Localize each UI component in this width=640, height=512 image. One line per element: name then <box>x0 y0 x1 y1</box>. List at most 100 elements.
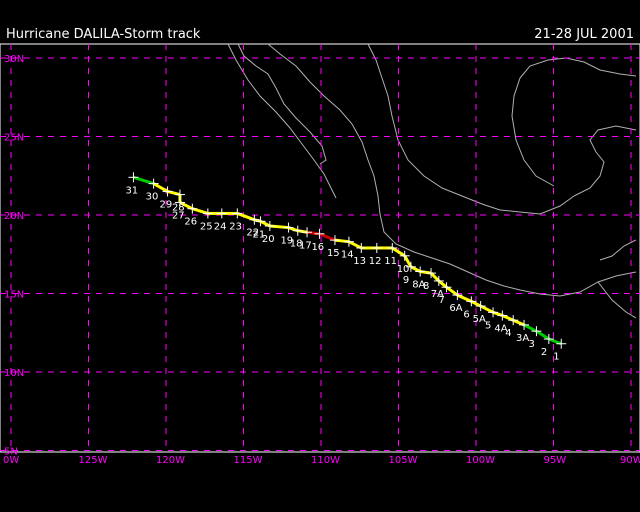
track-point-label: 30 <box>146 192 159 203</box>
track-point-label: 7A <box>431 289 444 300</box>
coastlines <box>227 43 637 319</box>
storm-title: Hurricane DALILA-Storm track <box>6 27 201 42</box>
track-point: 4 <box>505 315 519 339</box>
lat-label: 25N <box>4 133 24 144</box>
track-point-label: 18 <box>290 239 303 250</box>
track-segment <box>456 293 472 303</box>
track-point-label: 15 <box>327 248 340 259</box>
track-point-label: 2 <box>541 347 547 358</box>
lat-label: 10N <box>4 368 24 379</box>
track-point-label: 17 <box>299 240 312 251</box>
track-point: 7A <box>431 275 444 300</box>
track-point: 8A <box>412 266 426 291</box>
track-point-label: 10 <box>397 264 410 275</box>
track-point: 2 <box>541 334 554 358</box>
track-point: 13 <box>353 242 367 267</box>
track-point: 31 <box>125 172 139 196</box>
track-point-label: 12 <box>369 256 382 267</box>
lon-label: 0W <box>3 455 19 466</box>
track-point: 4A <box>494 310 508 334</box>
lon-label: 125W <box>79 455 108 466</box>
track-segment <box>470 300 482 308</box>
track-segment <box>391 246 406 258</box>
track-point-label: 5A <box>473 314 486 325</box>
track-segment <box>236 212 255 222</box>
track-segment <box>492 310 503 317</box>
track-segment <box>437 279 448 289</box>
track-point-label: 20 <box>262 234 275 245</box>
yucatan-coast <box>573 125 637 197</box>
track-point-label: 14 <box>341 250 354 261</box>
track-segment <box>179 201 194 211</box>
track-point: 23 <box>229 208 243 232</box>
track-point: 24 <box>214 208 227 232</box>
track-segment <box>501 314 514 322</box>
track-segment <box>318 232 336 242</box>
track-point-label: 31 <box>125 185 138 196</box>
lon-label: 120W <box>156 455 185 466</box>
track-point: 3A <box>516 319 529 344</box>
track-point-label: 4 <box>505 328 511 339</box>
track-point-label: 25 <box>200 221 213 232</box>
track-point: 17 <box>299 227 313 251</box>
track-point: 11 <box>384 242 398 267</box>
gulf-inner-coast <box>511 77 555 187</box>
track-segment <box>535 329 550 341</box>
track-point-label: 26 <box>184 217 197 228</box>
track-point: 7 <box>439 282 452 306</box>
track-point-label: 22 <box>246 228 259 239</box>
track-point: 16 <box>311 228 325 253</box>
track-point: 20 <box>262 220 275 245</box>
track-point-label: 28 <box>172 203 185 214</box>
track-segment <box>523 323 538 333</box>
track-point-label: 21 <box>253 229 266 240</box>
track-point: 15 <box>327 235 340 259</box>
gulf-west-coast <box>367 43 575 215</box>
lat-label: 15N <box>4 290 24 301</box>
track-point: 18 <box>290 225 303 250</box>
track-point-label: 19 <box>280 236 293 247</box>
track-segment <box>479 304 494 314</box>
track-point-label: 7 <box>439 295 445 306</box>
track-point: 5 <box>485 307 499 331</box>
track-point-label: 3 <box>528 339 534 350</box>
track-point: 6A <box>449 290 463 314</box>
track-point: 30 <box>146 178 159 203</box>
track-point: 19 <box>280 222 294 247</box>
track-segment <box>512 318 525 327</box>
track-segment <box>429 272 440 282</box>
track-point: 6 <box>463 296 477 320</box>
track-segment <box>167 189 181 197</box>
track-point-label: 29 <box>160 199 173 210</box>
lon-label: 105W <box>389 455 418 466</box>
track-point: 9 <box>403 261 416 286</box>
lon-label: 100W <box>466 455 495 466</box>
track-segment <box>548 337 562 346</box>
track-point-label: 24 <box>214 221 227 232</box>
track-point-label: 4A <box>494 323 507 334</box>
track-segment <box>133 175 155 186</box>
track-segment <box>191 207 209 215</box>
lat-label: 20N <box>4 211 24 222</box>
track-segment <box>259 219 271 228</box>
track-point: 28 <box>172 189 185 214</box>
track-point: 12 <box>369 242 382 267</box>
central-america-coast <box>599 239 637 261</box>
track-segment <box>152 182 169 193</box>
lon-label: 90W <box>620 455 640 466</box>
track-segment <box>445 286 459 297</box>
central-america-pacific <box>597 281 637 319</box>
track-segment <box>403 255 413 268</box>
lon-label: 115W <box>234 455 263 466</box>
track-point: 29 <box>160 186 173 210</box>
track-point: 14 <box>341 236 354 261</box>
storm-dates: 21-28 JUL 2001 <box>534 27 634 42</box>
track-point-label: 8 <box>423 281 429 292</box>
lon-label: 110W <box>311 455 340 466</box>
track-point-label: 16 <box>311 242 324 253</box>
track-point: 26 <box>184 203 198 228</box>
track-segment <box>287 226 299 233</box>
track-point: 21 <box>253 216 266 240</box>
